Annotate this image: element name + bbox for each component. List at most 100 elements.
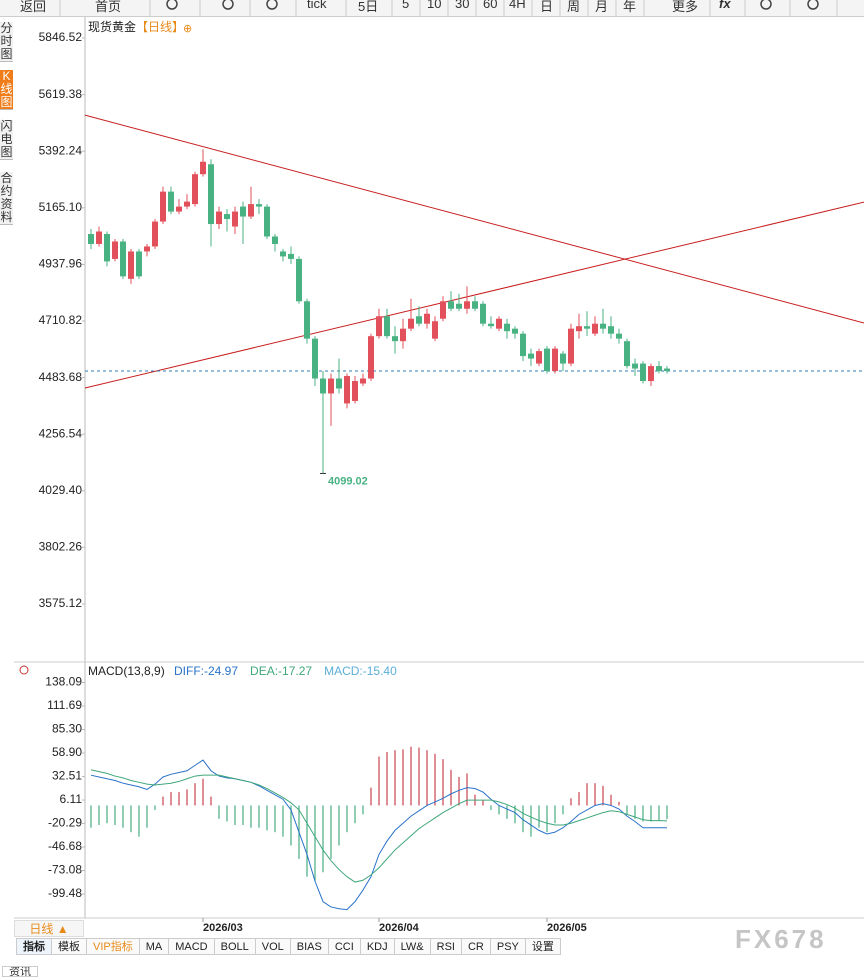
candle-body [272,236,278,244]
candle-body [376,316,382,337]
toolbar-button[interactable]: 60 [483,0,498,11]
indicator-tab[interactable]: LW& [394,938,431,955]
indicator-tab[interactable]: PSY [490,938,526,955]
candle-body [600,323,606,329]
candle-body [648,366,654,382]
candle-body [120,241,126,277]
y-tick-label: 3575.12 [39,596,83,610]
sidebar-tab[interactable]: 闪电图 [0,119,13,160]
chart-icon [222,0,234,10]
toolbar-button[interactable]: 4H [509,0,526,11]
legend-entry: DIFF:-24.97 [174,664,238,678]
candle-body [592,323,598,334]
candle-body [232,211,238,227]
legend-entry: DEA:-17.27 [250,664,312,678]
zoom-out-icon [760,0,772,10]
candle-body [248,204,254,217]
toolbar-button[interactable]: 5日 [358,0,379,14]
candle-body [424,313,430,324]
candle-body [216,211,222,225]
candle-body [96,231,102,244]
candle-body [160,191,166,222]
indicator-tab[interactable]: VOL [255,938,291,955]
y-tick-label: 85.30 [52,722,82,736]
candle-body [328,378,334,394]
y-tick-label: 4483.68 [39,370,83,384]
candle-body [200,161,206,175]
toolbar-button[interactable]: tick [307,0,327,11]
candle-body [296,258,302,302]
chart-subtitle: 【日线】 [136,20,184,34]
indicator-tab[interactable]: KDJ [360,938,395,955]
trendline [84,114,864,324]
sidebar-tab[interactable]: 合约资料 [0,171,13,225]
sidebar-tab[interactable]: K线图 [0,69,13,110]
candle-body [392,336,398,342]
sidebar-tab[interactable]: 分时图 [0,21,13,62]
indicator-tab[interactable]: VIP指标 [87,938,140,955]
indicator-tab[interactable]: BOLL [214,938,256,955]
toolbar-button[interactable]: 月 [595,0,609,14]
indicator-tab[interactable]: CR [461,938,491,955]
candle-body [112,241,118,259]
indicator-tab[interactable]: MA [139,938,170,955]
settings-icon[interactable] [19,665,29,675]
toolbar-button[interactable]: 10 [427,0,442,11]
candle-body [560,353,566,364]
candle-body [320,378,326,394]
footer-tab[interactable]: 资讯 [2,966,38,977]
candle-body [616,333,622,339]
candle-body [104,233,110,262]
candle-body [480,303,486,324]
toolbar-button[interactable]: 30 [455,0,470,11]
candle-body [344,376,350,404]
macd-line [90,769,668,883]
indicator-tab[interactable]: 指标 [16,938,52,955]
indicator-tab[interactable]: BIAS [290,938,329,955]
y-tick-label: 5165.10 [39,200,83,214]
y-tick-label: 4029.40 [39,483,83,497]
y-tick-label: 3802.26 [39,540,83,554]
candle-body [408,318,414,329]
y-tick-label: -73.08 [48,863,82,877]
candle-body [656,366,662,372]
candle-body [360,378,366,384]
candle-body [224,214,230,220]
y-tick-label: 4710.82 [39,313,83,327]
y-tick-label: 58.90 [52,745,82,759]
indicator-tab[interactable]: MACD [169,938,215,955]
indicator-tab[interactable]: CCI [328,938,361,955]
toolbar-button[interactable]: 返回 [20,0,47,14]
toolbar-button[interactable]: 更多 [672,0,699,14]
candle-body [432,321,438,339]
indicator-tab[interactable]: 模板 [52,938,87,955]
refresh-icon [166,0,178,10]
low-annotation: 4099.02 [328,475,368,487]
toolbar-button[interactable]: 5 [402,0,410,11]
y-tick-label: 138.09 [45,675,82,689]
toolbar-button[interactable]: 首页 [95,0,122,14]
y-tick-label: 5846.52 [39,30,83,44]
toolbar-button[interactable]: 年 [623,0,637,14]
toolbar-button[interactable]: 周 [567,0,581,14]
y-tick-label: -20.29 [48,816,82,830]
candle-body [520,333,526,357]
toolbar-button[interactable]: 日 [540,0,554,14]
candle-body [192,174,198,205]
candle-body [584,326,590,329]
legend-entry: MACD:-15.40 [324,664,397,678]
macd-title: MACD(13,8,9) [88,664,165,678]
candle-body [136,251,142,277]
toolbar-button[interactable]: fx [719,0,731,11]
zoom-in-icon [807,0,819,10]
candle-body [544,348,550,372]
candle-body [368,336,374,379]
period-button[interactable]: 日线 ▲ [14,920,84,937]
indicator-tab[interactable]: 设置 [525,938,561,955]
indicator-tab[interactable]: RSI [430,938,462,955]
title-icon: ⊕ [183,23,192,35]
x-tick-label: 2026/05 [547,922,587,934]
candle-body [288,253,294,259]
candle-body [448,301,454,309]
